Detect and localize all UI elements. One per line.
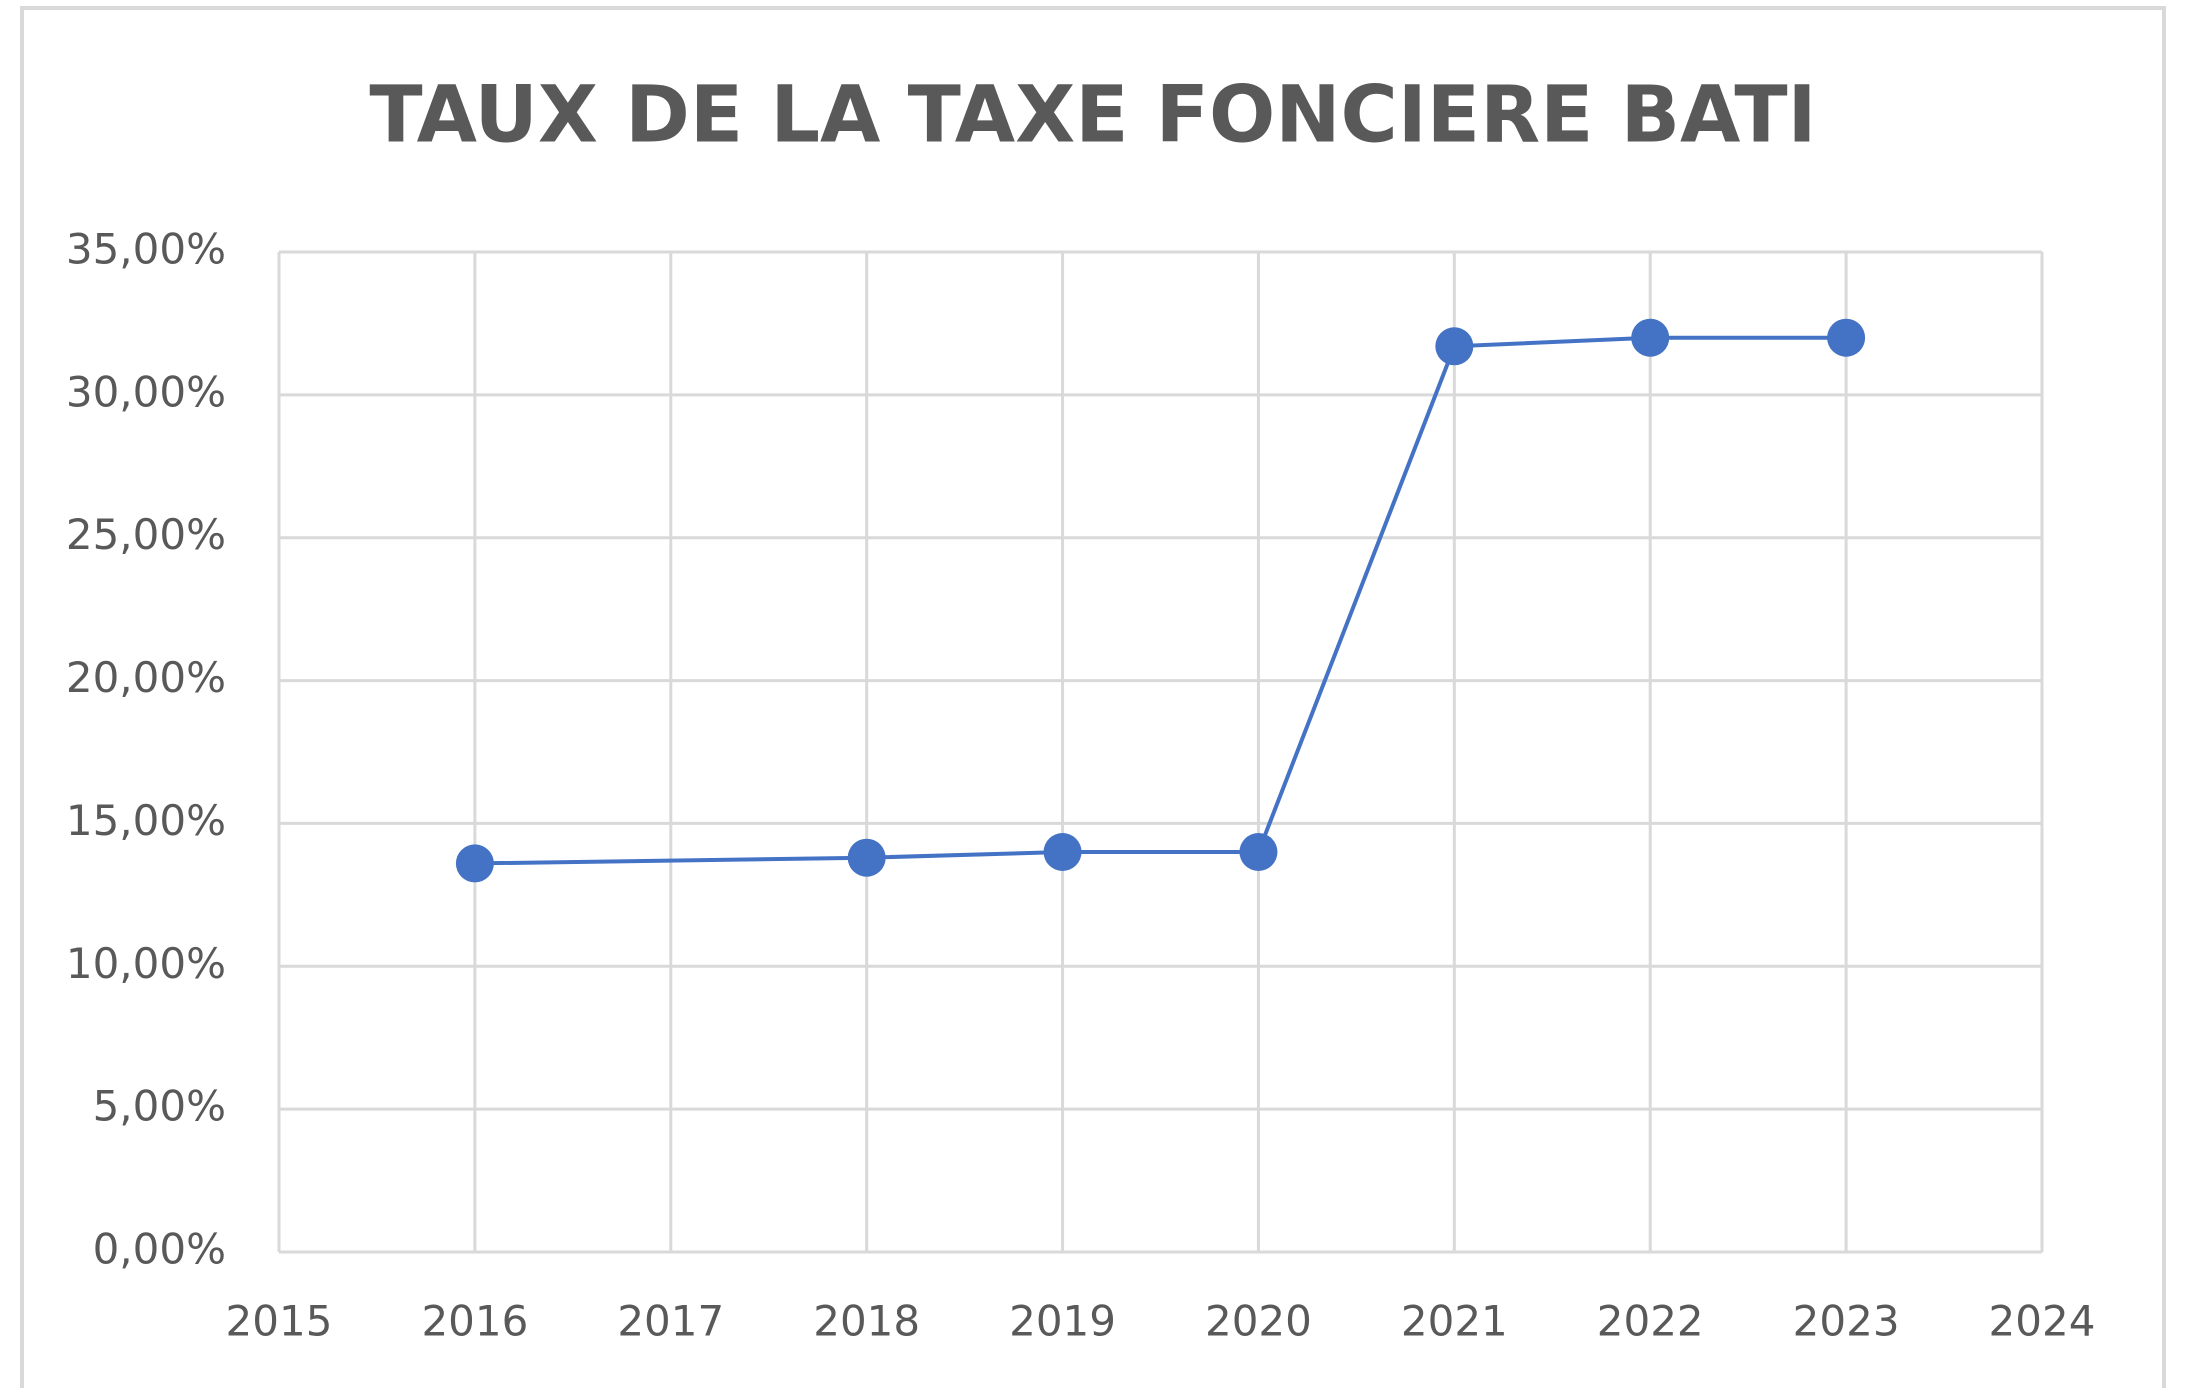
- x-tick-label: 2021: [1401, 1297, 1508, 1346]
- y-tick-label: 35,00%: [66, 225, 226, 274]
- y-tick-label: 30,00%: [66, 367, 226, 416]
- x-tick-label: 2020: [1205, 1297, 1312, 1346]
- x-tick-label: 2019: [1009, 1297, 1116, 1346]
- x-tick-label: 2024: [1989, 1297, 2096, 1346]
- x-tick-label: 2015: [226, 1297, 333, 1346]
- y-tick-label: 10,00%: [66, 939, 226, 988]
- data-point: [1435, 327, 1474, 366]
- y-tick-label: 15,00%: [66, 796, 226, 845]
- y-tick-label: 20,00%: [66, 653, 226, 702]
- x-tick-label: 2023: [1793, 1297, 1900, 1346]
- data-point: [847, 838, 886, 877]
- data-point: [1043, 833, 1082, 871]
- chart-title: TAUX DE LA TAXE FONCIERE BATI: [369, 70, 1816, 160]
- y-tick-label: 5,00%: [93, 1082, 226, 1131]
- y-tick-label: 25,00%: [66, 510, 226, 559]
- data-point: [1827, 318, 1866, 357]
- y-tick-label: 0,00%: [93, 1225, 226, 1274]
- x-tick-label: 2017: [617, 1297, 724, 1346]
- x-tick-label: 2018: [813, 1297, 920, 1346]
- data-point: [1239, 833, 1278, 871]
- data-point: [1631, 318, 1670, 357]
- chart-frame: [20, 6, 2166, 1388]
- x-tick-label: 2016: [421, 1297, 528, 1346]
- x-tick-label: 2022: [1597, 1297, 1704, 1346]
- data-point: [455, 844, 494, 883]
